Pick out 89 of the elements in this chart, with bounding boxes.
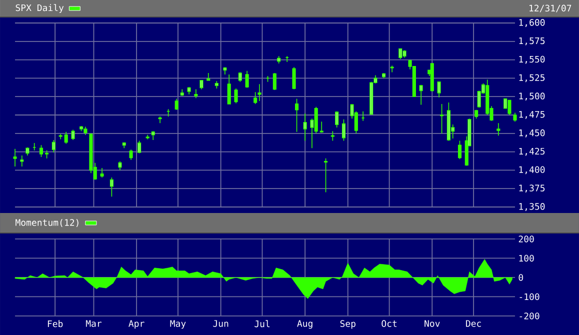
candlestick: [437, 81, 441, 98]
y-tick-label: 1,575: [519, 37, 545, 46]
candlestick: [238, 72, 242, 82]
candlestick: [80, 126, 84, 132]
candlestick: [52, 140, 56, 153]
candlestick: [100, 168, 104, 178]
x-tick-label: Jul: [254, 320, 270, 328]
candlestick: [398, 48, 402, 60]
x-tick-label: Apr: [128, 320, 144, 329]
y-tick-label: 100: [519, 254, 534, 262]
y-tick-label: -100: [520, 293, 540, 300]
candlestick: [496, 122, 500, 136]
candlestick: [303, 113, 307, 142]
x-tick-label: Aug: [297, 320, 312, 329]
y-tick-label: 1,600: [519, 19, 545, 27]
candlestick: [146, 134, 150, 140]
x-tick-label: Nov: [424, 320, 440, 327]
legend-label: SPX Daily: [16, 4, 64, 13]
candlestick: [20, 155, 24, 167]
x-tick-label: Feb: [48, 320, 63, 328]
y-tick-label: 1,425: [519, 148, 545, 156]
candlestick: [129, 149, 133, 160]
y-tick-label: 1,525: [519, 74, 545, 82]
candlestick: [200, 80, 204, 90]
candlestick: [513, 112, 517, 122]
candlestick: [402, 50, 406, 58]
y-tick-label: 1,400: [519, 166, 545, 174]
x-tick-label: Oct: [382, 320, 397, 327]
candlestick: [223, 66, 227, 75]
candlestick: [285, 56, 289, 62]
y-tick-label: 200: [518, 236, 534, 242]
candlestick: [45, 150, 49, 159]
candlestick: [187, 86, 191, 95]
candlestick: [206, 72, 210, 81]
x-tick-label: Sep: [340, 320, 356, 329]
candlestick: [158, 116, 162, 124]
y-tick-label: 1,550: [519, 56, 545, 64]
x-tick-label: Jun: [213, 320, 228, 327]
candlestick: [320, 121, 324, 134]
candlestick: [361, 110, 365, 122]
candlestick: [419, 84, 423, 106]
y-tick-label: 1,475: [519, 111, 545, 119]
candlestick: [474, 109, 478, 120]
legend-label: Momentum(12): [16, 218, 78, 227]
candlestick: [390, 65, 394, 73]
candlestick: [277, 56, 281, 64]
x-tick-label: May: [170, 320, 186, 329]
candlestick: [166, 108, 170, 117]
candlestick: [84, 126, 88, 136]
candlestick: [245, 70, 249, 88]
y-tick-label: 0: [518, 274, 524, 281]
candlestick: [32, 142, 36, 151]
candlestick: [258, 84, 262, 102]
candlestick: [39, 144, 44, 158]
candlestick: [118, 160, 122, 171]
candlestick: [254, 92, 258, 104]
candlestick: [180, 88, 184, 96]
candlestick: [214, 80, 218, 89]
candlestick: [13, 148, 17, 167]
candlestick: [194, 88, 198, 98]
candlestick: [294, 98, 299, 132]
candlestick: [508, 100, 512, 116]
text: 12/31/07: [530, 4, 572, 12]
candlestick: [446, 102, 450, 142]
candlestick: [138, 140, 142, 154]
candlestick: [26, 146, 30, 156]
candlestick: [335, 110, 339, 128]
candlestick: [342, 119, 346, 142]
y-tick-label: 1,350: [519, 203, 545, 211]
candlestick: [71, 129, 75, 140]
y-tick-label: 1,500: [519, 92, 545, 101]
x-tick-label: Mar: [86, 320, 102, 327]
candlestick: [324, 158, 328, 193]
candlestick: [110, 177, 114, 198]
y-tick-label: 1,375: [519, 184, 545, 193]
candlestick: [64, 132, 68, 144]
candlestick: [151, 130, 155, 140]
candlestick: [292, 66, 296, 90]
candlestick: [330, 130, 334, 142]
candlestick: [122, 142, 126, 149]
candlestick: [266, 76, 270, 82]
candlestick: [58, 134, 62, 140]
candlestick: [174, 98, 178, 110]
candlestick: [227, 74, 231, 104]
candlestick: [440, 104, 444, 134]
candlestick: [234, 88, 238, 104]
y-tick-label: -200: [520, 312, 540, 320]
y-tick-label: 1,450: [519, 129, 545, 138]
x-tick-label: Dec: [466, 320, 481, 327]
